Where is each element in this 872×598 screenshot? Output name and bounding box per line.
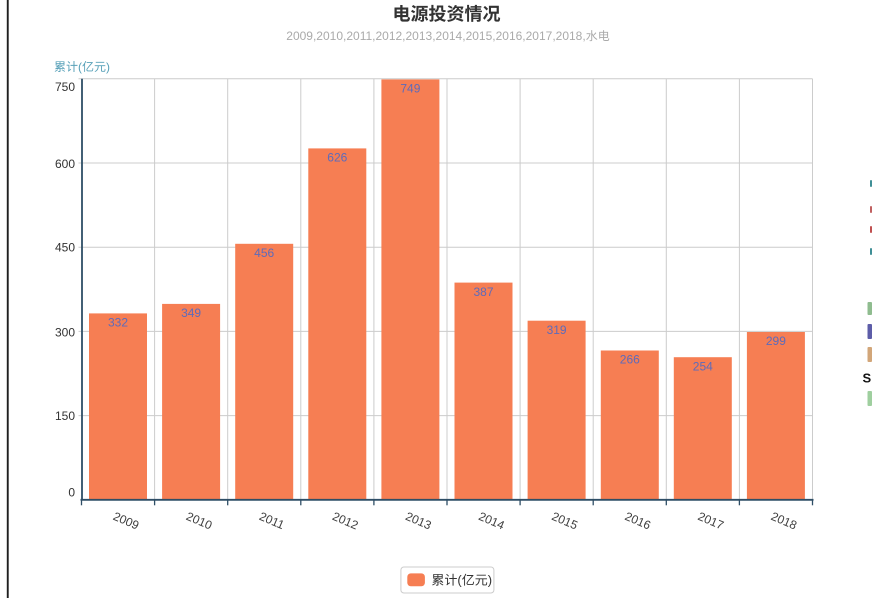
svg-text:626: 626 (327, 151, 347, 165)
svg-text:456: 456 (254, 246, 274, 260)
svg-text:319: 319 (547, 323, 567, 337)
svg-text:150: 150 (55, 409, 75, 423)
svg-text:S: S (863, 371, 872, 386)
svg-text:450: 450 (55, 241, 75, 255)
svg-text:266: 266 (620, 353, 640, 367)
svg-text:300: 300 (55, 325, 75, 339)
svg-text:): ) (488, 573, 492, 588)
svg-text:349: 349 (181, 306, 201, 320)
svg-text:0: 0 (68, 486, 75, 500)
svg-text:749: 749 (400, 82, 420, 96)
svg-text:387: 387 (473, 285, 493, 299)
svg-text:(: ( (78, 60, 82, 74)
svg-text:2009,2010,2011,2012,2013,2014,: 2009,2010,2011,2012,2013,2014,2015,2016,… (286, 29, 585, 43)
svg-text:600: 600 (55, 157, 75, 171)
svg-text:332: 332 (108, 316, 128, 330)
svg-text:254: 254 (693, 359, 713, 373)
svg-text:750: 750 (55, 80, 75, 94)
svg-text:(: ( (457, 573, 462, 588)
svg-text:299: 299 (766, 334, 786, 348)
svg-text:): ) (106, 60, 110, 74)
